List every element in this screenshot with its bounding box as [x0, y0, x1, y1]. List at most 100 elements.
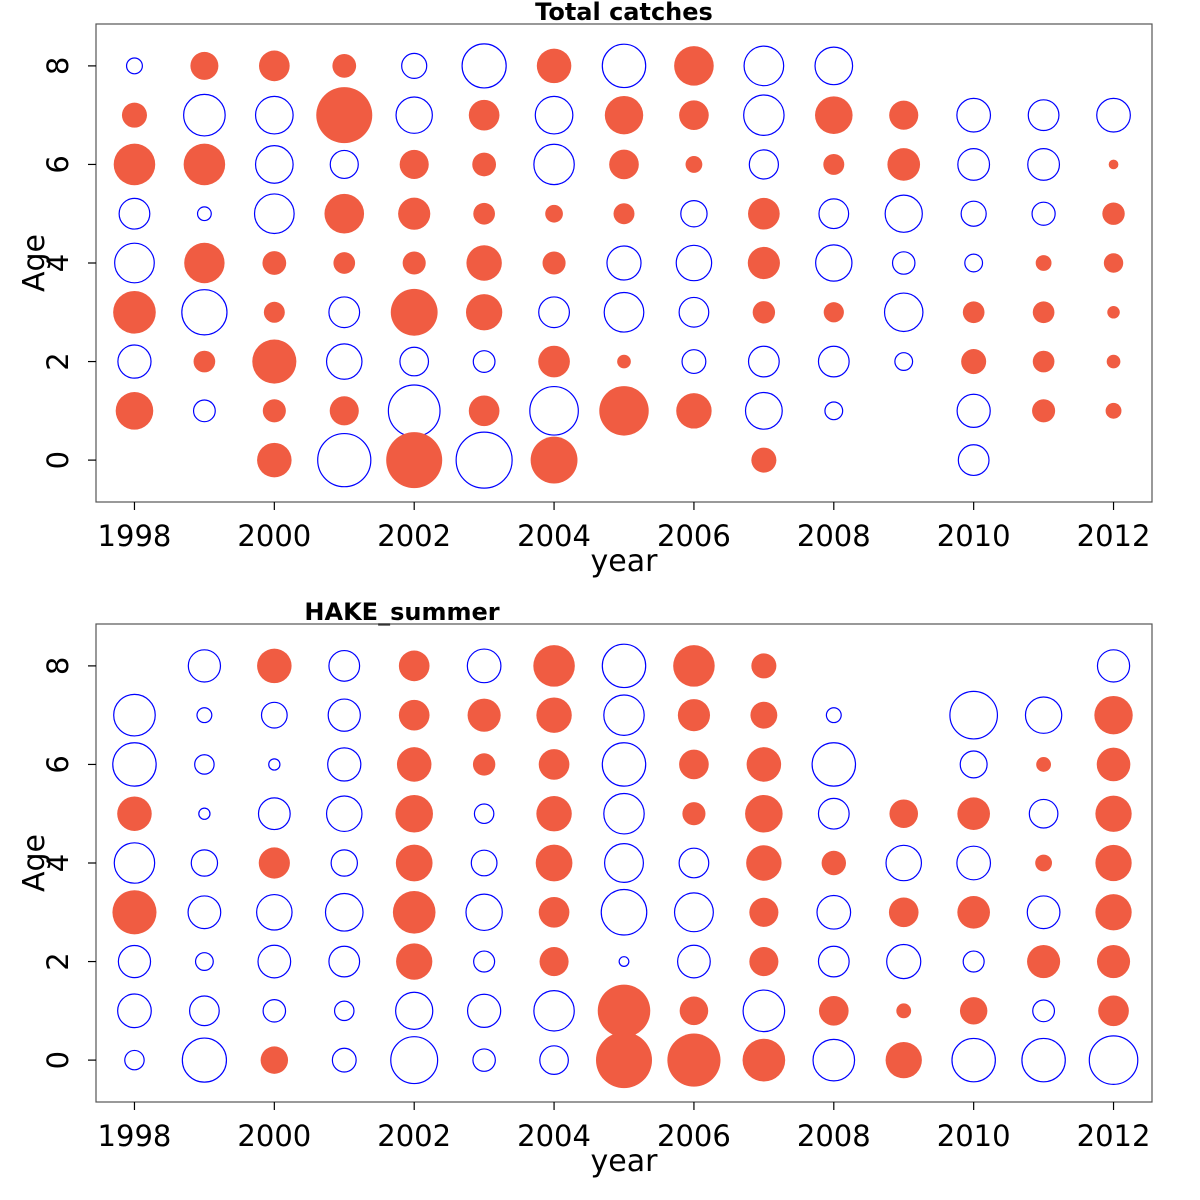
bubble-positive: [530, 436, 578, 484]
bubble-positive: [673, 645, 715, 687]
x-tick-label: 1998: [98, 519, 172, 553]
bubble-positive: [398, 699, 430, 731]
bubble-positive: [316, 87, 373, 144]
bubble-negative: [325, 795, 363, 833]
bubble-negative: [957, 148, 991, 181]
bubble-positive: [679, 996, 709, 1026]
bubble-positive: [1032, 399, 1056, 423]
bubble-negative: [117, 993, 152, 1029]
bubble-negative: [600, 888, 648, 936]
bubble-negative: [964, 253, 984, 273]
bubble-positive: [398, 650, 430, 682]
bubble-positive: [396, 943, 433, 980]
bubble-negative: [257, 944, 292, 979]
bubble-positive: [685, 156, 703, 173]
bubble-layer: [112, 643, 1139, 1089]
bubble-positive: [395, 844, 433, 882]
bubble-negative: [956, 845, 992, 881]
x-tick-label: 2008: [797, 1119, 871, 1153]
bubble-negative: [956, 393, 991, 429]
bubble-positive: [538, 345, 570, 378]
bubble-negative: [113, 842, 156, 884]
x-axis-label: year: [591, 544, 659, 579]
bubble-positive: [252, 339, 297, 384]
bubble-positive: [888, 897, 919, 928]
bubble-negative: [675, 244, 713, 282]
bubble-positive: [957, 895, 990, 929]
bubble-positive: [112, 890, 157, 935]
bubble-positive: [752, 301, 776, 324]
bubble-negative: [818, 198, 850, 230]
bubble-negative: [962, 950, 985, 973]
bubble-positive: [885, 1041, 922, 1079]
panel-title: HAKE_summer: [304, 598, 499, 626]
bubble-positive: [1108, 159, 1119, 170]
bubble-negative: [187, 649, 222, 683]
bubble-negative: [317, 432, 372, 488]
panel-hake-summer: HAKE_summer 1998 2000 2002 2004 2006 2008 2010…: [17, 598, 1153, 1179]
bubble-negative: [1032, 999, 1056, 1023]
bubble-positive: [1094, 695, 1133, 735]
bubble-negative: [1096, 649, 1131, 683]
bubble-negative: [455, 431, 513, 489]
bubble-positive: [961, 349, 987, 375]
bubble-positive: [596, 1032, 652, 1089]
y-tick-label: 6: [41, 155, 75, 173]
bubble-positive: [1035, 255, 1052, 271]
bubble-positive: [117, 796, 152, 831]
bubble-positive: [1027, 944, 1061, 979]
bubble-negative: [678, 296, 710, 328]
bubble-negative: [466, 648, 502, 684]
bubble-positive: [887, 148, 921, 181]
bubble-negative: [262, 999, 287, 1023]
bubble-negative: [117, 944, 152, 979]
y-tick-label: 0: [41, 1051, 75, 1069]
bubble-positive: [386, 432, 443, 489]
bubble-negative: [190, 849, 219, 877]
bubble-positive: [746, 747, 782, 782]
bubble-negative: [112, 742, 157, 787]
bubble-negative: [465, 893, 503, 932]
bubble-negative: [198, 807, 211, 820]
bubble-negative: [260, 701, 288, 729]
bubble-positive: [745, 794, 783, 833]
bubble-positive: [542, 251, 566, 275]
bubble-positive: [113, 290, 156, 334]
bubble-negative: [194, 952, 214, 972]
bubble-positive: [742, 1038, 786, 1082]
bubble-positive: [818, 996, 849, 1026]
bubble-negative: [1027, 148, 1061, 181]
bubble-positive: [599, 386, 649, 436]
bubble-positive: [597, 984, 651, 1038]
x-tick-label: 2000: [237, 1119, 311, 1153]
bubble-negative: [253, 193, 295, 235]
bubble-positive: [399, 149, 429, 179]
bubble-negative: [268, 758, 281, 771]
bubble-negative: [401, 52, 428, 80]
bubble-negative: [387, 384, 441, 438]
x-tick-label: 2006: [657, 1119, 731, 1153]
bubble-negative: [331, 1047, 357, 1073]
bubble-negative: [529, 385, 579, 436]
bubble-negative: [894, 352, 914, 372]
bubble-positive: [679, 749, 709, 780]
bubble-positive: [617, 354, 631, 369]
x-tick-label: 2012: [1077, 1119, 1151, 1153]
bubble-negative: [1031, 201, 1056, 226]
bubble-positive: [815, 96, 853, 134]
bubble-negative: [118, 197, 151, 230]
bubble-negative: [1096, 97, 1131, 133]
bubble-positive: [1106, 354, 1121, 369]
bubble-positive: [679, 100, 709, 130]
bubble-positive: [1105, 402, 1122, 419]
bubble-negative: [744, 391, 783, 430]
bubble-negative: [604, 843, 644, 883]
bubble-positive: [472, 152, 497, 177]
bubble-positive: [402, 251, 426, 275]
y-tick-label: 8: [41, 657, 75, 675]
bubble-negative: [814, 46, 854, 86]
x-tick-label: 2010: [937, 1119, 1011, 1153]
bubble-positive: [1102, 202, 1125, 225]
bubble-positive: [258, 847, 290, 879]
bubble-negative: [333, 1000, 355, 1022]
